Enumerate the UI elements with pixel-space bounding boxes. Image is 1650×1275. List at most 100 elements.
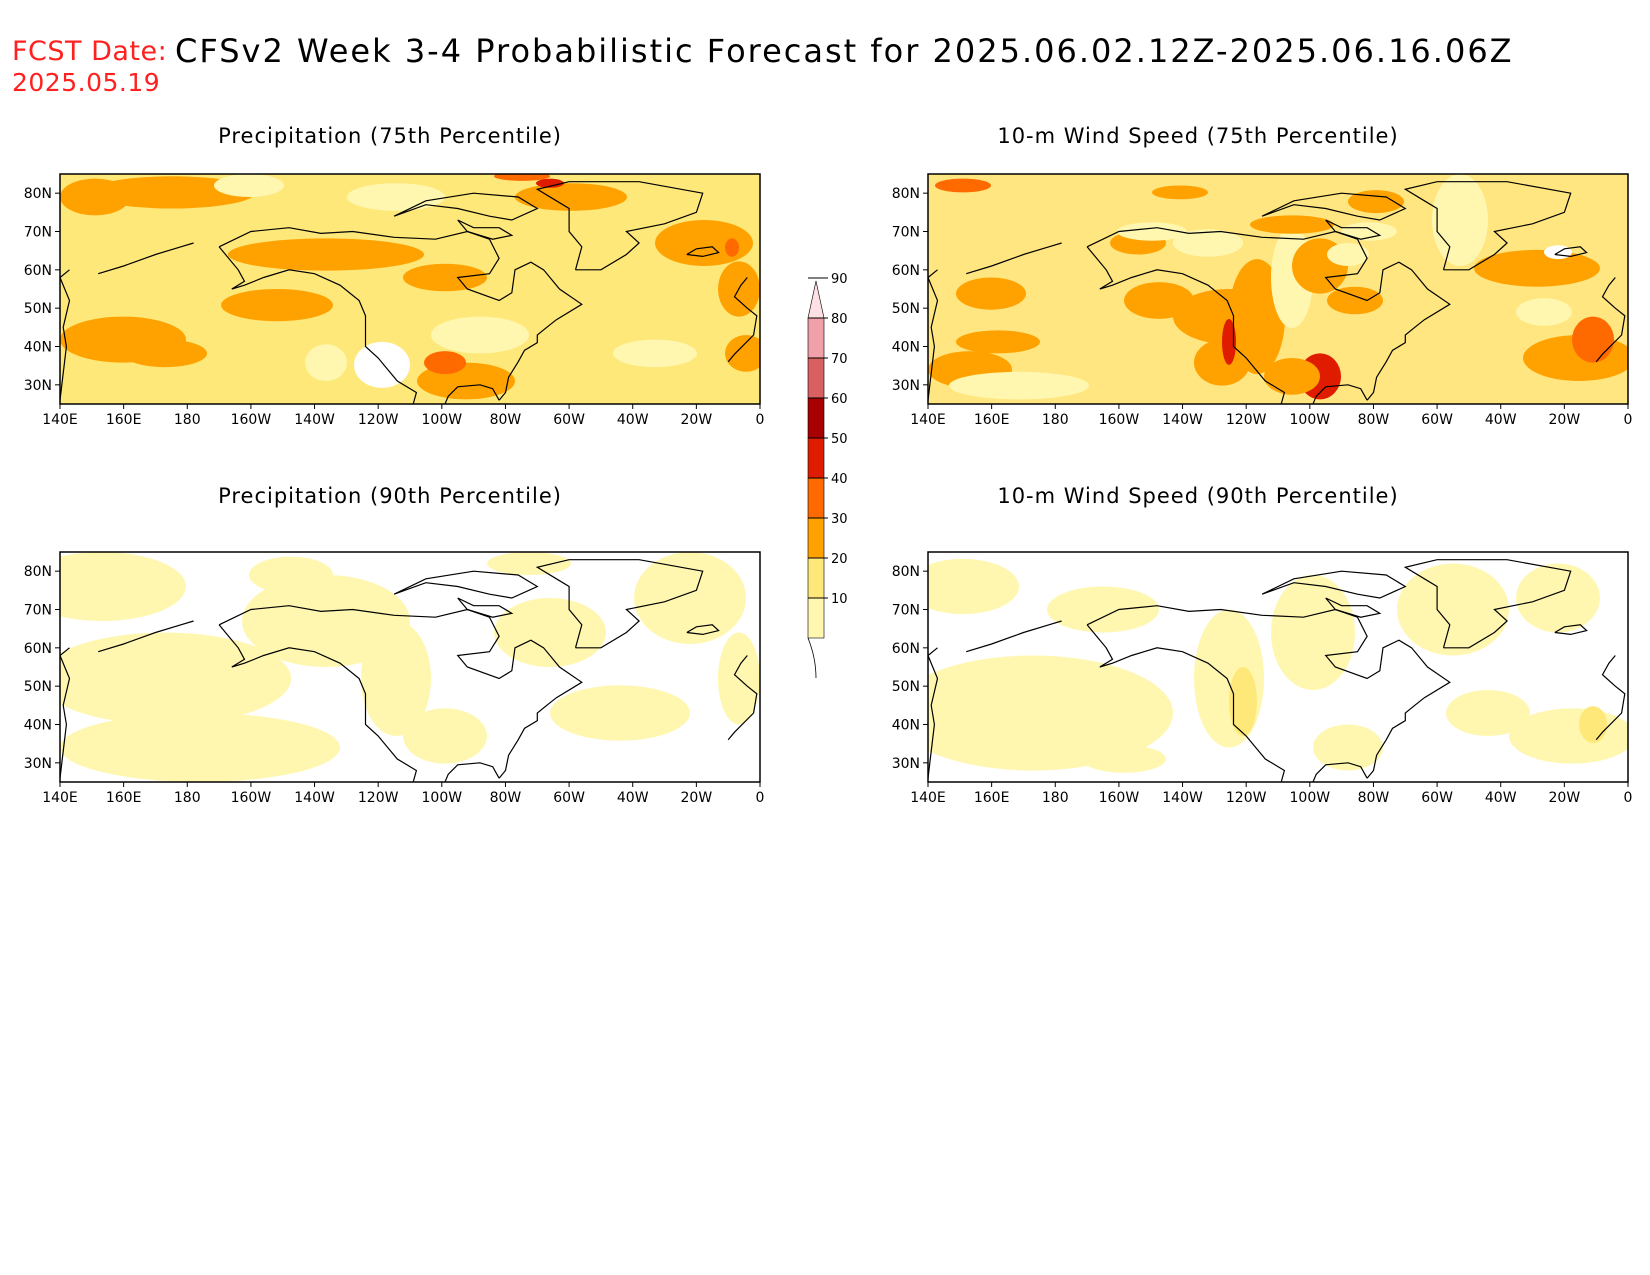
panel-title-wind90: 10-m Wind Speed (90th Percentile): [997, 484, 1399, 508]
x-tick-label: 180: [174, 412, 201, 428]
x-tick-label: 80W: [1358, 412, 1390, 428]
x-tick-label: 160E: [974, 790, 1010, 806]
forecast-date-label: FCST Date:: [12, 36, 168, 67]
y-tick-label: 30N: [24, 756, 52, 772]
map-frame-wind75: [927, 173, 1629, 405]
x-tick-label: 60W: [1421, 790, 1453, 806]
x-tick-label: 40W: [617, 790, 649, 806]
y-tick-label: 70N: [24, 225, 52, 241]
x-tick-label: 140W: [1162, 790, 1203, 806]
colorbar-segment: [807, 477, 825, 519]
panel-title-precip90: Precipitation (90th Percentile): [218, 484, 562, 508]
y-tick-label: 50N: [24, 679, 52, 695]
x-tick-label: 100W: [422, 412, 463, 428]
colorbar-segment: [807, 557, 825, 599]
probability-shading-precip90: [60, 552, 760, 782]
y-tick-label: 60N: [892, 641, 920, 657]
probability-shading-wind90: [928, 558, 1628, 773]
x-tick-label: 120W: [1226, 790, 1267, 806]
y-tick-label: 70N: [892, 225, 920, 241]
x-tick-label: 80W: [490, 790, 522, 806]
x-tick-label: 0: [756, 412, 765, 428]
x-tick-label: 160W: [1099, 790, 1140, 806]
y-tick-label: 80N: [24, 186, 52, 202]
panel-title-wind75: 10-m Wind Speed (75th Percentile): [997, 124, 1399, 148]
x-tick-label: 140E: [42, 412, 78, 428]
x-tick-label: 40W: [617, 412, 649, 428]
colorbar-arrow-bottom: [807, 637, 817, 679]
y-tick-label: 30N: [892, 756, 920, 772]
x-tick-label: 140E: [910, 790, 946, 806]
x-tick-label: 160W: [231, 790, 272, 806]
x-tick-label: 60W: [553, 790, 585, 806]
x-tick-label: 0: [1624, 790, 1633, 806]
map-frame-precip90: [59, 551, 761, 783]
x-tick-label: 180: [1042, 790, 1069, 806]
y-tick-label: 80N: [892, 186, 920, 202]
x-tick-label: 80W: [1358, 790, 1390, 806]
colorbar-segment: [807, 357, 825, 399]
forecast-date-value: 2025.05.19: [12, 68, 161, 97]
y-tick-label: 70N: [892, 603, 920, 619]
y-tick-label: 80N: [892, 564, 920, 580]
x-tick-label: 120W: [358, 412, 399, 428]
probability-shading-precip75: [60, 174, 760, 400]
x-tick-label: 160E: [974, 412, 1010, 428]
y-tick-label: 30N: [24, 378, 52, 394]
x-tick-label: 140W: [1162, 412, 1203, 428]
x-tick-label: 40W: [1485, 412, 1517, 428]
x-tick-label: 140W: [294, 412, 335, 428]
colorbar-label: 10: [831, 592, 848, 607]
colorbar-segment: [807, 437, 825, 479]
x-tick-label: 60W: [553, 412, 585, 428]
x-tick-label: 0: [1624, 412, 1633, 428]
x-tick-label: 60W: [1421, 412, 1453, 428]
y-tick-label: 60N: [892, 263, 920, 279]
colorbar-segment: [807, 397, 825, 439]
y-tick-label: 50N: [892, 679, 920, 695]
x-tick-label: 0: [756, 790, 765, 806]
x-tick-label: 180: [174, 790, 201, 806]
x-tick-label: 140W: [294, 790, 335, 806]
x-tick-label: 120W: [1226, 412, 1267, 428]
x-tick-label: 140E: [910, 412, 946, 428]
coastline-wind90: [928, 559, 1626, 782]
coastline-wind75: [928, 181, 1626, 404]
x-tick-label: 100W: [422, 790, 463, 806]
colorbar-label: 90: [831, 272, 848, 287]
x-tick-label: 160W: [1099, 412, 1140, 428]
y-tick-label: 50N: [24, 301, 52, 317]
colorbar-label: 60: [831, 392, 848, 407]
x-tick-label: 20W: [1549, 412, 1581, 428]
y-tick-label: 80N: [24, 564, 52, 580]
y-tick-label: 40N: [24, 718, 52, 734]
x-tick-label: 80W: [490, 412, 522, 428]
y-tick-label: 60N: [24, 263, 52, 279]
panel-title-precip75: Precipitation (75th Percentile): [218, 124, 562, 148]
figure-title: CFSv2 Week 3-4 Probabilistic Forecast fo…: [175, 32, 1514, 70]
x-tick-label: 160W: [231, 412, 272, 428]
colorbar-label: 70: [831, 352, 848, 367]
x-tick-label: 20W: [681, 790, 713, 806]
coastline-precip75: [60, 181, 758, 404]
colorbar-arrow-top: [807, 280, 825, 319]
y-tick-label: 40N: [892, 718, 920, 734]
x-tick-label: 20W: [1549, 790, 1581, 806]
x-tick-label: 100W: [1290, 790, 1331, 806]
colorbar-label: 80: [831, 312, 848, 327]
x-tick-label: 40W: [1485, 790, 1517, 806]
y-tick-label: 30N: [892, 378, 920, 394]
colorbar-segment: [807, 517, 825, 559]
y-tick-label: 40N: [24, 340, 52, 356]
colorbar-label: 20: [831, 552, 848, 567]
x-tick-label: 160E: [106, 412, 142, 428]
y-tick-label: 70N: [24, 603, 52, 619]
x-tick-label: 120W: [358, 790, 399, 806]
x-tick-label: 180: [1042, 412, 1069, 428]
colorbar-segment: [807, 597, 825, 639]
colorbar-segment: [807, 317, 825, 359]
x-tick-label: 20W: [681, 412, 713, 428]
colorbar-label: 40: [831, 472, 848, 487]
x-tick-label: 100W: [1290, 412, 1331, 428]
